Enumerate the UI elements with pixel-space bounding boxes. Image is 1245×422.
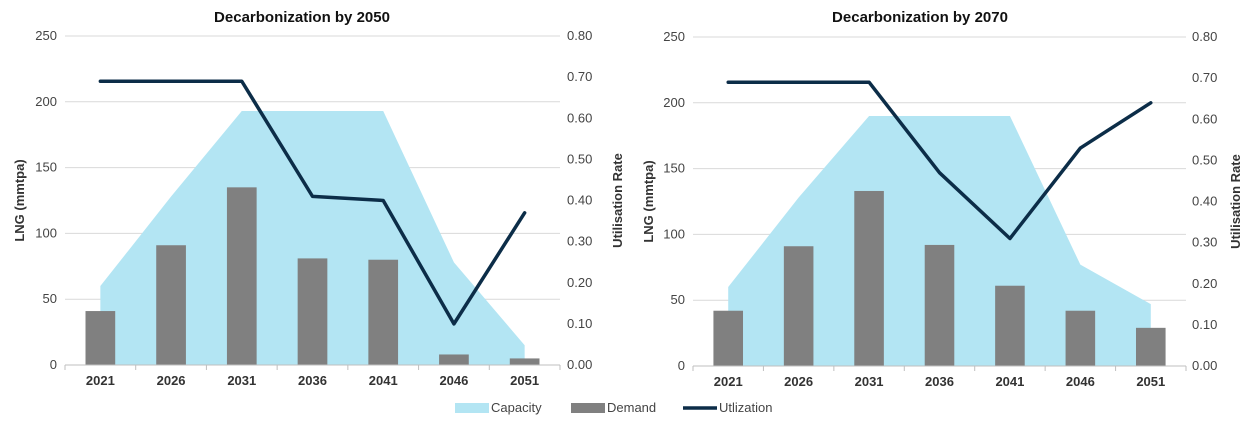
x-tick-label: 2026 bbox=[157, 373, 186, 388]
y-tick-label: 50 bbox=[671, 292, 685, 307]
y2-tick-label: 0.00 bbox=[1192, 358, 1217, 373]
y-tick-label: 100 bbox=[663, 226, 685, 241]
x-tick-label: 2036 bbox=[925, 374, 954, 389]
x-tick-label: 2041 bbox=[369, 373, 398, 388]
x-tick-label: 2031 bbox=[227, 373, 256, 388]
chart-decarbonization-2050: 0 50 100 150 200 250 0.00 0.10 0.20 0.30 0.40 0.50 0… bbox=[12, 9, 625, 388]
y2-axis-label: Utilisation Rate bbox=[610, 153, 625, 248]
demand-bar bbox=[509, 358, 540, 365]
legend-label: Utlization bbox=[719, 400, 772, 415]
y2-tick-label: 0.80 bbox=[567, 28, 592, 43]
y2-tick-label: 0.80 bbox=[1192, 29, 1217, 44]
y2-tick-label: 0.60 bbox=[567, 110, 592, 125]
x-tick-label: 2021 bbox=[86, 373, 115, 388]
demand-bar bbox=[995, 285, 1025, 366]
x-tick-label: 2051 bbox=[510, 373, 539, 388]
y-tick-label: 200 bbox=[35, 94, 57, 109]
y-tick-label: 50 bbox=[43, 291, 57, 306]
y2-tick-label: 0.70 bbox=[1192, 70, 1217, 85]
y-axis-label: LNG (mmtpa) bbox=[12, 159, 27, 241]
y-tick-label: 0 bbox=[50, 357, 57, 372]
y-tick-label: 100 bbox=[35, 225, 57, 240]
y2-tick-label: 0.60 bbox=[1192, 111, 1217, 126]
legend-label: Demand bbox=[607, 400, 656, 415]
y-tick-label: 200 bbox=[663, 95, 685, 110]
legend-swatch-demand bbox=[571, 403, 605, 413]
demand-bar bbox=[713, 310, 744, 366]
x-tick-label: 2051 bbox=[1136, 374, 1165, 389]
y-axis-label: LNG (mmtpa) bbox=[641, 160, 656, 242]
demand-bar bbox=[439, 354, 469, 365]
y2-tick-label: 0.40 bbox=[567, 193, 592, 208]
y-tick-label: 250 bbox=[663, 29, 685, 44]
demand-bar bbox=[783, 246, 814, 366]
y2-tick-label: 0.10 bbox=[1192, 317, 1217, 332]
x-tick-label: 2031 bbox=[855, 374, 884, 389]
demand-bar bbox=[924, 244, 955, 366]
x-tick-label: 2036 bbox=[298, 373, 327, 388]
legend-label: Capacity bbox=[491, 400, 542, 415]
y-tick-label: 250 bbox=[35, 28, 57, 43]
chart-title: Decarbonization by 2070 bbox=[832, 9, 1008, 26]
capacity-area bbox=[728, 115, 1151, 367]
capacity-area bbox=[100, 111, 525, 366]
demand-bar bbox=[1065, 310, 1096, 366]
legend: Capacity Demand Utlization bbox=[455, 400, 772, 415]
y-tick-label: 150 bbox=[663, 161, 685, 176]
y2-tick-label: 0.40 bbox=[1192, 194, 1217, 209]
demand-bar bbox=[156, 245, 186, 365]
x-tick-label: 2021 bbox=[714, 374, 743, 389]
x-tick-label: 2046 bbox=[1066, 374, 1095, 389]
demand-bar bbox=[368, 259, 399, 365]
x-tick-label: 2046 bbox=[439, 373, 468, 388]
y2-tick-label: 0.70 bbox=[567, 69, 592, 84]
demand-bar bbox=[1135, 327, 1166, 366]
y2-tick-label: 0.10 bbox=[567, 316, 592, 331]
demand-bar bbox=[85, 311, 116, 365]
y2-tick-label: 0.00 bbox=[567, 357, 592, 372]
y-tick-label: 150 bbox=[35, 160, 57, 175]
y-tick-label: 0 bbox=[678, 358, 685, 373]
chart-title: Decarbonization by 2050 bbox=[214, 9, 390, 26]
demand-bar bbox=[226, 187, 257, 365]
y2-tick-label: 0.50 bbox=[1192, 152, 1217, 167]
x-tick-label: 2026 bbox=[784, 374, 813, 389]
chart-decarbonization-2070: 0 50 100 150 200 250 0.00 0.10 0.20 0.30 0.40 0.50 0… bbox=[641, 9, 1243, 389]
y2-axis-label: Utilisation Rate bbox=[1228, 154, 1243, 249]
y2-tick-label: 0.20 bbox=[567, 275, 592, 290]
y2-tick-label: 0.20 bbox=[1192, 276, 1217, 291]
demand-bar bbox=[297, 258, 328, 365]
x-tick-label: 2041 bbox=[995, 374, 1024, 389]
y2-tick-label: 0.50 bbox=[567, 151, 592, 166]
demand-bar bbox=[854, 190, 884, 366]
legend-swatch-capacity bbox=[455, 403, 489, 413]
y2-tick-label: 0.30 bbox=[567, 234, 592, 249]
y2-tick-label: 0.30 bbox=[1192, 235, 1217, 250]
